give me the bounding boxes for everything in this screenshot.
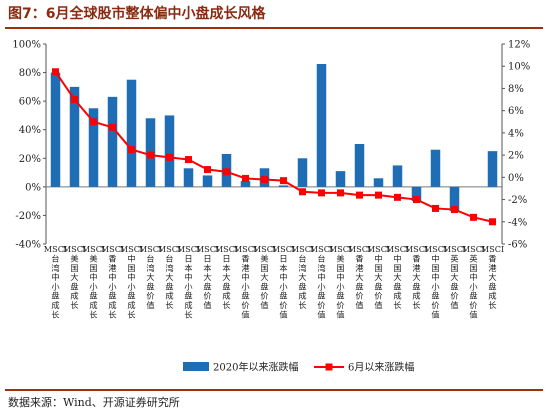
category-label: MSCI 台湾中小盘价值 <box>310 244 334 319</box>
category-label: MSCI 日本大盘价值 <box>196 244 220 310</box>
line-point <box>375 191 382 199</box>
line-point <box>299 188 306 196</box>
category-label: MSCI 中国大盘成长 <box>386 244 410 310</box>
line-series <box>54 71 493 223</box>
legend-bar-label: 2020年以来涨跌幅 <box>213 361 298 374</box>
bar <box>354 144 365 187</box>
line-point <box>109 123 116 131</box>
bar <box>278 185 289 187</box>
bar <box>240 181 251 187</box>
bar <box>50 72 61 187</box>
right-tick-label: 12% <box>508 40 530 51</box>
bar <box>335 171 346 187</box>
bar <box>164 115 175 187</box>
bar <box>411 186 422 202</box>
category-label: MSCI 美国中小盘价值 <box>329 244 353 319</box>
line-point <box>242 174 249 182</box>
line-point <box>71 96 78 104</box>
right-tick-label: 8% <box>508 84 524 95</box>
category-label: MSCI 日本大盘成长 <box>215 244 239 310</box>
category-label: MSCI 中国中小盘成长 <box>120 244 144 319</box>
category-label: MSCI 香港中小盘成长 <box>101 244 125 319</box>
right-tick-label: 2% <box>508 151 524 162</box>
left-tick-label: 40% <box>19 125 41 136</box>
bar <box>430 149 441 187</box>
bar <box>126 79 137 187</box>
category-label: MSCI 香港大盘成长 <box>405 244 429 310</box>
line-point <box>204 166 211 174</box>
legend-line-label: 6月以来涨跌幅 <box>348 361 414 374</box>
title-rule <box>5 27 543 29</box>
category-label: MSCI 台湾中小盘成长 <box>44 244 68 319</box>
category-label: MSCI 美国中小盘成长 <box>82 244 106 319</box>
right-tick-label: -2% <box>508 195 527 206</box>
line-point <box>185 156 192 164</box>
source-note: 数据来源：Wind、开源证券研究所 <box>8 396 180 409</box>
category-label: MSCI 美国大盘成长 <box>63 244 87 310</box>
line-point <box>223 168 230 176</box>
category-label: MSCI 台湾大盘成长 <box>158 244 182 310</box>
category-label: MSCI 香港大盘成长 <box>481 244 505 310</box>
bar <box>297 158 308 187</box>
left-tick-label: 100% <box>12 40 41 51</box>
line-point <box>489 218 496 226</box>
category-label: MSCI 美国大盘价值 <box>253 244 277 310</box>
line-point <box>413 196 420 204</box>
line-point <box>356 191 363 199</box>
bar <box>88 108 99 187</box>
bar <box>316 64 327 187</box>
line-point <box>52 68 59 76</box>
category-label: MSCI 中国大盘价值 <box>367 244 391 310</box>
left-tick-label: 20% <box>19 154 41 165</box>
line-point <box>337 189 344 197</box>
left-tick-label: -40% <box>15 240 41 251</box>
category-label: MSCI 日本中小盘价值 <box>272 244 296 319</box>
chart-title: 图7：6月全球股市整体偏中小盘成长风格 <box>8 6 266 22</box>
legend-line-marker <box>325 363 333 371</box>
right-tick-label: -4% <box>508 217 527 228</box>
category-label: MSCI 香港大盘价值 <box>348 244 372 310</box>
bar <box>202 175 213 187</box>
line-point <box>280 177 287 185</box>
bar <box>392 165 403 187</box>
category-label: MSCI 日本中小盘成长 <box>177 244 201 319</box>
category-label: MSCI 英国大盘价值 <box>443 244 467 310</box>
line-point <box>394 193 401 201</box>
line-point <box>90 118 97 126</box>
left-tick-label: 60% <box>19 97 41 108</box>
category-label: MSCI 中国中小盘价值 <box>424 244 448 319</box>
category-label: MSCI 台湾大盘价值 <box>139 244 163 310</box>
right-tick-label: 0% <box>508 173 524 184</box>
line-point <box>432 204 439 212</box>
left-tick-label: -20% <box>15 211 41 222</box>
line-point <box>470 213 477 221</box>
bar <box>183 168 194 187</box>
right-tick-label: -6% <box>508 240 527 251</box>
category-label: MSCI 台湾大盘成长 <box>291 244 315 310</box>
bar <box>373 178 384 187</box>
bar <box>487 151 498 187</box>
category-label: MSCI 英国中小盘价值 <box>462 244 486 319</box>
line-point <box>261 176 268 184</box>
footer-rule <box>5 389 543 391</box>
left-tick-label: 0% <box>25 182 41 193</box>
legend-bar-swatch <box>183 362 209 371</box>
right-tick-label: 6% <box>508 106 524 117</box>
left-tick-label: 80% <box>19 68 41 79</box>
right-tick-label: 10% <box>508 62 530 73</box>
category-label: MSCI 香港中小盘价值 <box>234 244 258 319</box>
line-point <box>318 189 325 197</box>
line-point <box>128 146 135 154</box>
bar <box>107 96 118 187</box>
bar <box>69 86 80 187</box>
line-point <box>147 151 154 159</box>
line-point <box>451 206 458 214</box>
right-tick-label: 4% <box>508 128 524 139</box>
line-point <box>166 153 173 161</box>
bar <box>449 186 460 212</box>
